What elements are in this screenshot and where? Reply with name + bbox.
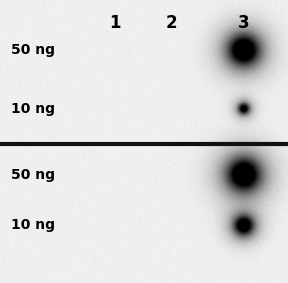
Text: 10 ng: 10 ng bbox=[11, 218, 55, 232]
Text: 3: 3 bbox=[238, 14, 249, 32]
Text: 2: 2 bbox=[166, 14, 177, 32]
Text: 50 ng: 50 ng bbox=[11, 168, 55, 183]
Text: 10 ng: 10 ng bbox=[11, 102, 55, 116]
Text: 50 ng: 50 ng bbox=[11, 42, 55, 57]
Text: 1: 1 bbox=[109, 14, 121, 32]
